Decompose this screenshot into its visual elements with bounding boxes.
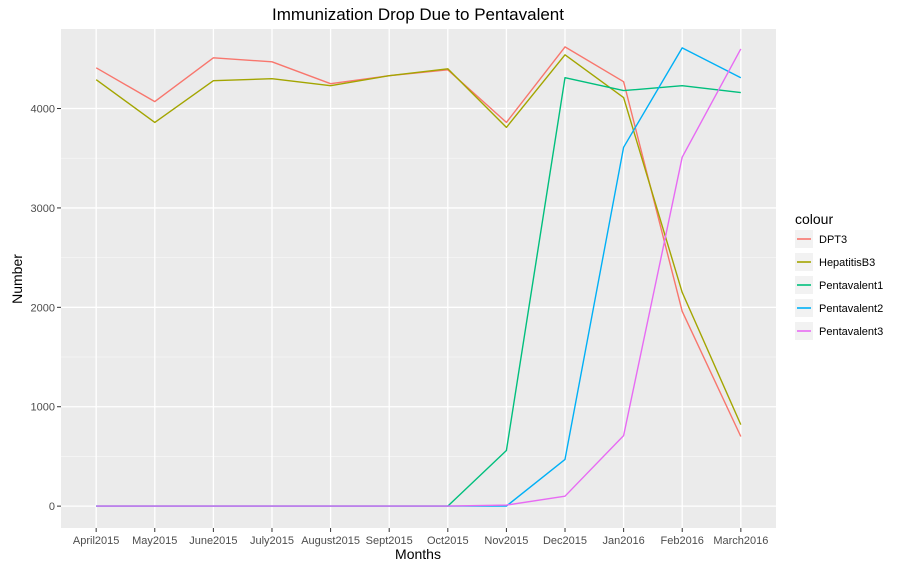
x-tick-label: Oct2015 — [427, 535, 469, 547]
y-axis: 0 1000 2000 3000 4000 — [31, 104, 61, 513]
series-line-pentavalent3 — [96, 48, 742, 507]
x-tick-label: August2015 — [301, 535, 360, 547]
y-tick-label: 4000 — [31, 104, 55, 116]
x-tick-label: May2015 — [132, 535, 177, 547]
chart-title: Immunization Drop Due to Pentavalent — [272, 5, 564, 24]
legend-title: colour — [795, 211, 833, 227]
series-lines — [95, 46, 742, 507]
x-tick-label: March2016 — [713, 535, 768, 547]
x-tick-label: Jan2016 — [603, 535, 645, 547]
x-axis: April2015 May2015 June2015 July2015 August20… — [73, 528, 768, 547]
x-tick-label: Feb2016 — [661, 535, 704, 547]
y-tick-label: 3000 — [31, 203, 55, 215]
x-tick-label: Dec2015 — [543, 535, 587, 547]
x-tick-label: Nov2015 — [484, 535, 528, 547]
x-tick-label: July2015 — [250, 535, 294, 547]
legend-label: Pentavalent1 — [819, 280, 883, 292]
x-axis-title: Months — [395, 546, 441, 562]
legend-label: DPT3 — [819, 234, 847, 246]
legend-items: DPT3 HepatitisB3 Pentavalent1 Pentavalent2 P… — [795, 230, 883, 340]
legend: colour DPT3 HepatitisB3 Pentavalent1 Pentav… — [795, 211, 883, 340]
y-tick-label: 1000 — [31, 402, 55, 414]
legend-label: Pentavalent2 — [819, 303, 883, 315]
legend-label: HepatitisB3 — [819, 257, 875, 269]
legend-label: Pentavalent3 — [819, 326, 883, 338]
x-tick-label: June2015 — [189, 535, 237, 547]
x-tick-label: Sept2015 — [366, 535, 413, 547]
y-axis-title: Number — [9, 254, 25, 304]
y-tick-label: 0 — [49, 501, 55, 513]
x-tick-label: April2015 — [73, 535, 119, 547]
y-tick-label: 2000 — [31, 302, 55, 314]
plot-panel — [61, 29, 776, 528]
